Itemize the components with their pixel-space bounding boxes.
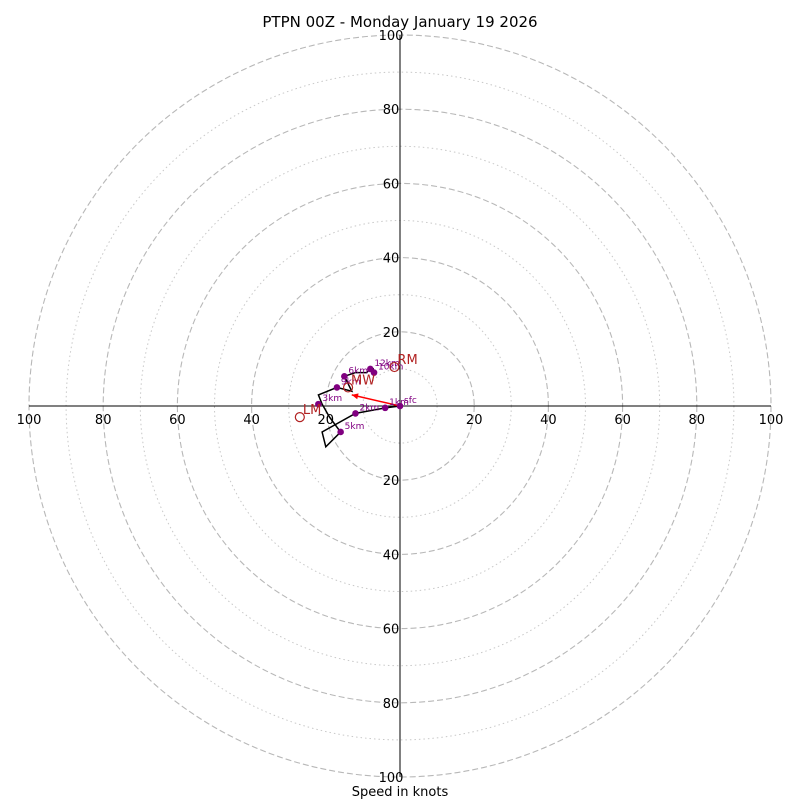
tick-label: 40 bbox=[383, 548, 400, 563]
height-marker bbox=[352, 410, 359, 417]
height-label: 10km bbox=[378, 363, 403, 373]
tick-label: 60 bbox=[383, 623, 400, 638]
height-marker bbox=[315, 400, 322, 408]
height-marker bbox=[396, 402, 404, 410]
tick-label: 80 bbox=[689, 413, 706, 428]
storm-motion-marker bbox=[294, 412, 305, 423]
tick-label: 20 bbox=[466, 413, 483, 428]
tick-label: 40 bbox=[540, 413, 557, 428]
tick-label: 100 bbox=[379, 771, 404, 786]
storm-motion-marker bbox=[389, 361, 400, 373]
height-label: sfc bbox=[404, 396, 417, 406]
tick-label: 40 bbox=[243, 413, 260, 428]
storm-motion-label: RM bbox=[397, 353, 417, 368]
height-label: 12km bbox=[374, 359, 399, 369]
storm-motion-vector bbox=[351, 394, 401, 407]
tick-labels: 2020202040404040606060608080808010010010… bbox=[17, 29, 784, 786]
height-label: 9km bbox=[341, 377, 361, 387]
tick-label: 20 bbox=[383, 326, 400, 341]
height-label: 3km bbox=[322, 394, 342, 404]
tick-label: 80 bbox=[383, 697, 400, 712]
storm-motion-label: MW bbox=[351, 373, 375, 388]
tick-label: 60 bbox=[383, 177, 400, 192]
storm-motion-marker bbox=[342, 382, 354, 393]
tick-label: 40 bbox=[383, 252, 400, 267]
height-label: 5km bbox=[345, 422, 365, 432]
height-label: 2km bbox=[359, 403, 379, 413]
height-marker bbox=[341, 373, 348, 380]
tick-label: 60 bbox=[169, 413, 186, 428]
height-label: 6km bbox=[348, 366, 368, 376]
tick-label: 100 bbox=[17, 413, 42, 428]
height-marker bbox=[333, 384, 341, 391]
tick-label: 80 bbox=[383, 103, 400, 118]
storm-motion-label: LM bbox=[303, 403, 321, 418]
hodograph-trace bbox=[317, 368, 401, 449]
tick-label: 80 bbox=[95, 413, 112, 428]
x-axis-label: Speed in knots bbox=[352, 785, 449, 800]
chart-title: PTPN 00Z - Monday January 19 2026 bbox=[262, 13, 537, 31]
height-marker bbox=[381, 404, 389, 412]
tick-label: 100 bbox=[759, 413, 784, 428]
tick-label: 20 bbox=[383, 474, 400, 489]
height-marker bbox=[337, 428, 344, 436]
height-label: 1km bbox=[389, 398, 409, 408]
height-marker bbox=[367, 365, 374, 373]
tick-label: 60 bbox=[614, 413, 631, 428]
vector-arrowhead bbox=[351, 393, 359, 400]
tick-label: 100 bbox=[379, 29, 404, 44]
